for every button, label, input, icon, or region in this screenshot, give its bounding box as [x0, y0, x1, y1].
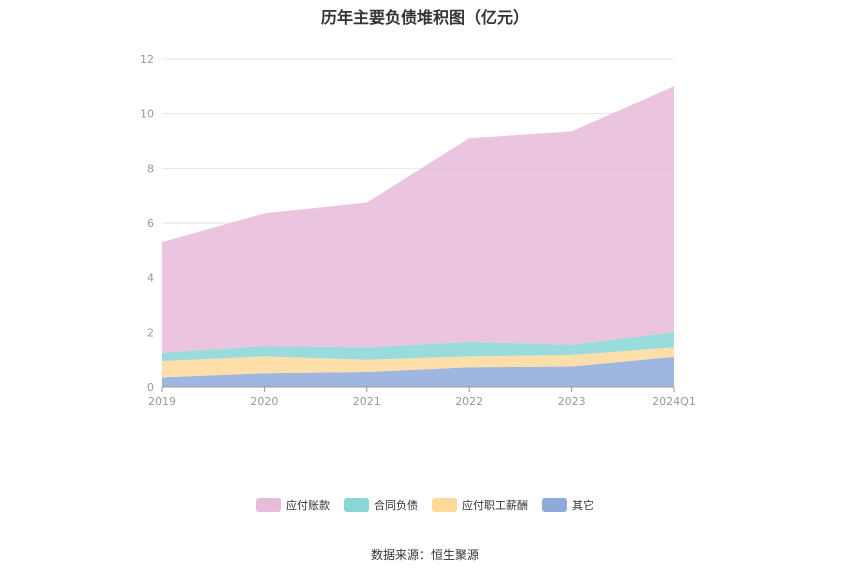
legend-item[interactable]: 应付账款: [256, 497, 330, 513]
area-1: [162, 347, 674, 378]
legend-swatch: [344, 498, 369, 512]
area-2: [162, 332, 674, 361]
chart-title: 历年主要负债堆积图（亿元）: [320, 8, 529, 27]
x-tick-labels: 2019 2020 2021 2022 2023 2024Q1: [148, 395, 696, 408]
legend-label: 其它: [572, 499, 594, 512]
legend-swatch: [256, 498, 281, 512]
legend-label: 应付账款: [286, 499, 330, 512]
legend-swatch: [432, 498, 457, 512]
y-tick-label: 10: [140, 108, 154, 121]
legend-item[interactable]: 其它: [542, 497, 594, 513]
x-tick-label: 2020: [250, 395, 278, 408]
y-tick-label: 6: [147, 217, 154, 230]
legend-item[interactable]: 应付职工薪酬: [432, 497, 528, 513]
area-series: [162, 86, 674, 387]
y-tick-labels: 0 2 4 6 8 10 12: [140, 53, 154, 394]
legend-label: 应付职工薪酬: [462, 499, 528, 512]
x-tick-label: 2021: [353, 395, 381, 408]
legend: 应付账款 合同负债 应付职工薪酬 其它: [0, 497, 850, 513]
y-tick-label: 0: [147, 381, 154, 394]
area-3: [162, 86, 674, 353]
y-tick-label: 4: [147, 272, 154, 285]
y-tick-label: 8: [147, 162, 154, 175]
legend-swatch: [542, 498, 567, 512]
x-tick-label: 2024Q1: [652, 395, 696, 408]
legend-item[interactable]: 合同负债: [344, 497, 418, 513]
source-note: 数据来源：恒生聚源: [370, 548, 479, 562]
x-axis: [161, 386, 675, 392]
x-tick-label: 2023: [558, 395, 586, 408]
legend-label: 合同负债: [374, 499, 418, 512]
y-tick-label: 12: [140, 53, 154, 66]
x-tick-label: 2019: [148, 395, 176, 408]
y-tick-label: 2: [147, 326, 154, 339]
x-tick-label: 2022: [455, 395, 483, 408]
area-0: [162, 356, 674, 387]
